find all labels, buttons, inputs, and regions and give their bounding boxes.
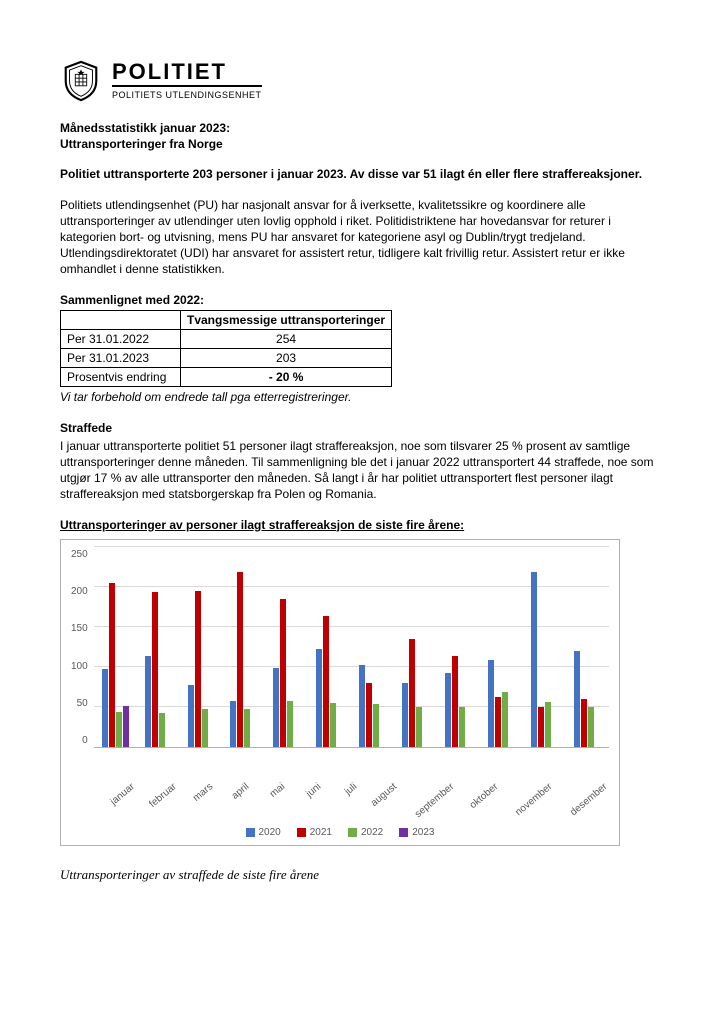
bottom-caption: Uttransporteringer av straffede de siste… [60,866,665,884]
table-row-value: - 20 % [181,368,392,387]
table-row-value: 254 [181,329,392,348]
y-axis: 250 200 150 100 50 0 [71,548,94,748]
bar [488,660,494,746]
bar [373,704,379,746]
bar [359,665,365,747]
bar [159,713,165,747]
month-group [566,548,609,747]
bar [445,673,451,747]
bar [123,706,129,747]
chart-plot [94,548,609,748]
bar [287,701,293,747]
title-block: Månedsstatistikk januar 2023: Uttranspor… [60,120,665,152]
y-tick: 50 [77,697,88,711]
bar [152,592,158,746]
bar [366,683,372,747]
straffede-body: I januar uttransporterte politiet 51 per… [60,438,665,503]
bar [581,699,587,747]
month-group [394,548,437,747]
bar [409,639,415,747]
bar [244,709,250,747]
bar [545,702,551,747]
bar [145,656,151,746]
month-group [137,548,180,747]
chart-box: 250 200 150 100 50 0 januarfebruarmarsaprilma… [60,539,620,847]
bar [195,591,201,747]
bar [574,651,580,747]
y-tick: 0 [82,734,88,748]
y-tick: 200 [71,585,88,599]
table-row-value: 203 [181,349,392,368]
bar [273,668,279,747]
bar [230,701,236,747]
bar [402,683,408,747]
compare-table: Tvangsmessige uttransporteringer Per 31.… [60,310,392,388]
logo-sub: POLITIETS UTLENDINGSENHET [112,85,262,101]
x-axis-labels: januarfebruarmarsaprilmaijunijuliaugusts… [99,768,609,818]
bar [109,583,115,747]
bar [330,703,336,747]
bar [588,707,594,747]
month-group [308,548,351,747]
chart-bars [94,548,609,747]
crest-icon [60,60,102,102]
compare-heading: Sammenlignet med 2022: [60,292,665,308]
bar [237,572,243,746]
lead-paragraph: Politiet uttransporterte 203 personer i … [60,166,665,182]
month-group [265,548,308,747]
y-tick: 250 [71,548,88,562]
bar [188,685,194,747]
month-group [523,548,566,747]
chart-container: 250 200 150 100 50 0 januarfebruarmarsaprilma… [60,539,665,847]
bar [116,712,122,747]
bar [538,707,544,747]
legend-swatch [348,828,357,837]
title-line-1: Månedsstatistikk januar 2023: [60,120,665,136]
logo-main: POLITIET [112,61,262,83]
compare-col-header: Tvangsmessige uttransporteringer [181,310,392,329]
straffede-heading: Straffede [60,420,665,436]
bar [202,709,208,747]
bar [452,656,458,746]
bar [495,697,501,747]
month-group [351,548,394,747]
month-group [94,548,137,747]
table-row-label: Per 31.01.2023 [61,349,181,368]
intro-paragraph: Politiets utlendingsenhet (PU) har nasjo… [60,197,665,278]
bar [531,572,537,746]
bar [316,649,322,747]
title-line-2: Uttransporteringer fra Norge [60,136,665,152]
chart-title: Uttransporteringer av personer ilagt str… [60,517,665,533]
bar [502,692,508,746]
compare-footnote: Vi tar forbehold om endrede tall pga ett… [60,389,665,405]
table-row-label: Per 31.01.2022 [61,329,181,348]
bar [280,599,286,747]
month-group [223,548,266,747]
month-group [480,548,523,747]
bar [323,616,329,746]
logo-block: POLITIET POLITIETS UTLENDINGSENHET [60,60,665,102]
month-group [180,548,223,747]
table-row-label: Prosentvis endring [61,368,181,387]
bar [416,707,422,747]
y-tick: 100 [71,660,88,674]
bar [102,669,108,747]
logo-text: POLITIET POLITIETS UTLENDINGSENHET [112,61,262,101]
month-group [437,548,480,747]
bar [459,707,465,747]
y-tick: 150 [71,622,88,636]
